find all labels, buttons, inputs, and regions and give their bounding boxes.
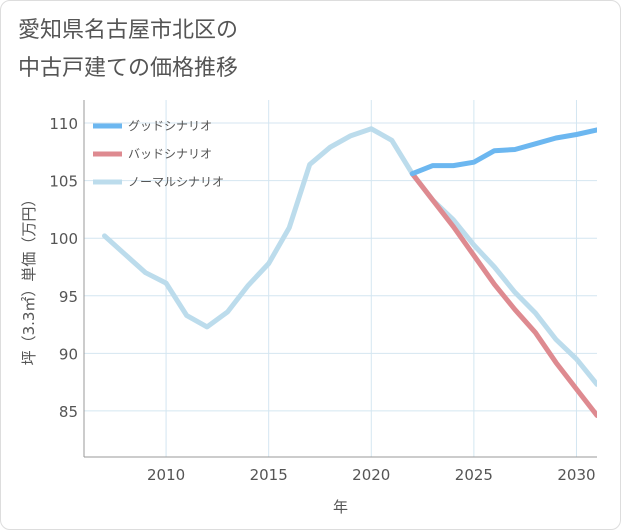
series-line [409, 127, 597, 177]
tick-labels: 2010 2015 2020 2025 2030 85 90 95 100 105 110 [49, 115, 595, 484]
legend-label: グッドシナリオ [128, 119, 212, 133]
y-axis-label: 坪（3.3㎡）単価（万円） [20, 192, 38, 366]
y-tick-label: 95 [59, 288, 78, 306]
y-tick-label: 85 [59, 403, 78, 421]
chart-title: 愛知県名古屋市北区の 中古戸建ての価格推移 [18, 18, 239, 81]
x-tick-label: 2010 [147, 466, 185, 484]
series-lines [102, 126, 597, 418]
legend-label: バッドシナリオ [128, 147, 212, 161]
series-line [102, 126, 597, 387]
x-tick-label: 2030 [557, 466, 595, 484]
y-tick-label: 100 [49, 230, 78, 248]
axes [83, 100, 597, 458]
series-line [409, 171, 597, 418]
y-tick-label: 105 [49, 173, 78, 191]
x-tick-label: 2015 [250, 466, 288, 484]
y-tick-label: 90 [59, 345, 78, 363]
x-axis-label: 年 [333, 498, 348, 516]
y-tick-label: 110 [49, 115, 78, 133]
x-tick-label: 2025 [455, 466, 493, 484]
x-tick-label: 2020 [352, 466, 390, 484]
legend-label: ノーマルシナリオ [128, 175, 224, 189]
